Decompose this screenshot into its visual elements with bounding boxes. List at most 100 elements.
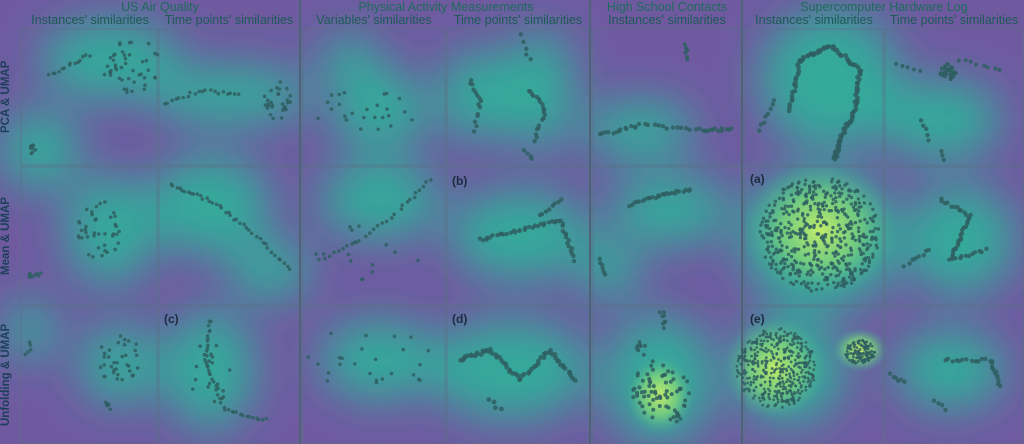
data-point (664, 126, 669, 131)
data-point (853, 220, 858, 225)
panel-border (884, 28, 1024, 166)
data-point (787, 235, 792, 240)
data-point (115, 361, 119, 365)
data-point (531, 93, 536, 99)
data-point (470, 82, 475, 87)
data-point (116, 241, 121, 245)
data-point (664, 389, 669, 394)
data-point (847, 222, 852, 226)
data-point (793, 271, 798, 276)
data-point (793, 75, 799, 81)
data-point (500, 232, 506, 237)
data-point (224, 210, 228, 215)
data-point (893, 375, 898, 380)
data-point (858, 249, 863, 253)
data-point (953, 256, 958, 261)
data-point (950, 70, 955, 75)
data-point (793, 250, 797, 254)
dataset-title-high-school: High School Contacts (606, 0, 728, 14)
data-point (204, 349, 209, 353)
data-point (666, 369, 671, 374)
data-point (28, 144, 33, 149)
data-point (84, 207, 89, 212)
data-point (871, 229, 875, 234)
data-point (288, 94, 293, 98)
data-point (534, 135, 540, 140)
data-point (238, 221, 242, 226)
data-point (675, 125, 680, 130)
data-point (736, 359, 740, 363)
data-point (791, 267, 795, 272)
data-point (761, 216, 766, 221)
data-point (764, 372, 768, 375)
data-point (206, 343, 210, 348)
data-point (926, 247, 932, 253)
data-point (126, 76, 131, 81)
data-point (790, 249, 794, 253)
data-point (778, 240, 782, 244)
data-point (831, 266, 835, 270)
data-point (535, 358, 541, 364)
data-point (770, 102, 775, 107)
data-point (345, 243, 349, 248)
data-point (647, 402, 652, 407)
data-point (781, 212, 786, 216)
data-point (203, 358, 207, 362)
data-point (816, 207, 820, 211)
data-point (769, 371, 773, 375)
data-point (765, 332, 769, 336)
data-point (770, 233, 774, 237)
data-point (342, 90, 347, 95)
data-point (405, 200, 410, 204)
data-point (797, 274, 801, 278)
data-point (735, 364, 739, 368)
data-point (782, 382, 786, 386)
data-point (212, 399, 217, 404)
data-point (856, 341, 860, 345)
density-blob (150, 155, 270, 255)
data-point (226, 407, 231, 412)
data-point (788, 372, 791, 376)
data-point (850, 232, 854, 236)
data-point (737, 357, 740, 361)
data-point (205, 196, 210, 200)
data-point (851, 205, 856, 209)
data-point (960, 357, 965, 362)
data-point (792, 342, 796, 346)
data-point (826, 44, 831, 49)
data-point (753, 357, 757, 361)
data-point (894, 61, 899, 66)
data-point (950, 359, 955, 364)
column-label: Variables' similarities (316, 13, 432, 27)
data-point (131, 68, 135, 73)
data-point (871, 252, 875, 256)
data-point (120, 354, 125, 359)
data-point (370, 270, 375, 274)
data-point (343, 114, 347, 119)
data-point (678, 125, 684, 131)
data-point (123, 61, 128, 66)
data-point (816, 281, 821, 286)
data-point (687, 127, 692, 132)
data-point (768, 215, 772, 219)
data-point (778, 271, 783, 276)
data-point (112, 211, 116, 215)
data-point (221, 90, 226, 94)
data-point (781, 191, 785, 195)
data-point (936, 401, 941, 406)
data-point (769, 337, 773, 340)
data-point (804, 361, 808, 365)
data-point (417, 188, 422, 193)
data-point (617, 127, 623, 132)
data-point (135, 366, 140, 370)
data-point (751, 396, 755, 400)
data-point (207, 381, 212, 386)
data-point (123, 56, 128, 61)
data-point (517, 228, 522, 234)
data-point (768, 389, 772, 393)
density-blob (40, 20, 180, 100)
data-point (729, 126, 734, 131)
data-point (788, 379, 792, 383)
data-point (768, 379, 772, 383)
data-point (760, 234, 764, 238)
